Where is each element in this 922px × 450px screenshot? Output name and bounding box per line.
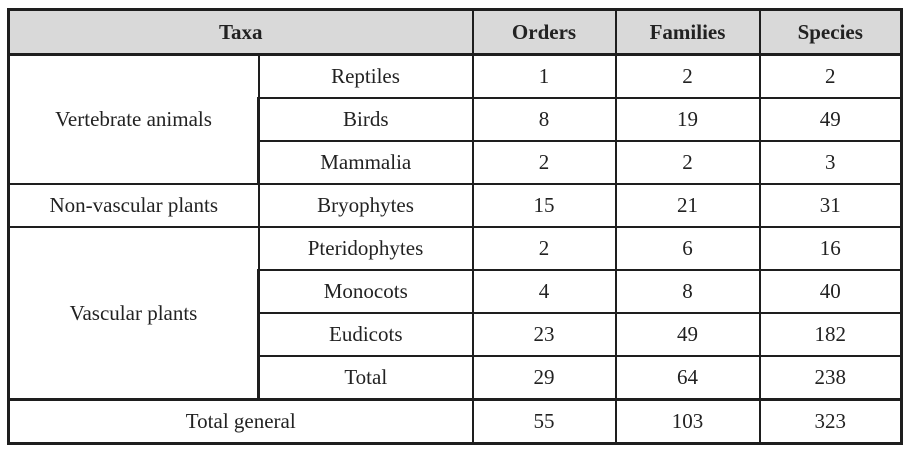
species-cell: 16 bbox=[758, 226, 903, 271]
species-cell: 2 bbox=[758, 53, 903, 99]
species-cell: 40 bbox=[758, 269, 903, 314]
header-orders: Orders bbox=[471, 8, 617, 56]
families-cell: 2 bbox=[614, 53, 761, 99]
group-label-vascular-plants: Vascular plants bbox=[7, 226, 260, 401]
table-row: Vascular plants Pteridophytes 2 6 16 bbox=[7, 226, 903, 401]
orders-cell: 2 bbox=[471, 140, 617, 185]
table-row: Birds 8 19 49 bbox=[9, 97, 903, 142]
group-label-vertebrate-animals: Vertebrate animals bbox=[7, 53, 260, 185]
table-row: Monocots 4 8 40 bbox=[9, 269, 903, 314]
subgroup-label: Monocots bbox=[257, 269, 474, 314]
families-cell: 8 bbox=[614, 269, 761, 314]
families-cell: 103 bbox=[614, 398, 761, 445]
subgroup-label: Bryophytes bbox=[257, 183, 474, 228]
species-cell: 49 bbox=[758, 97, 903, 142]
orders-cell: 8 bbox=[471, 97, 617, 142]
header-row: Taxa Orders Families Species bbox=[7, 8, 903, 56]
group-label-non-vascular-plants: Non-vascular plants bbox=[7, 183, 260, 228]
total-general-label: Total general bbox=[7, 398, 474, 445]
families-cell: 64 bbox=[614, 355, 761, 401]
orders-cell: 4 bbox=[471, 269, 617, 314]
table-row: Non-vascular plants Bryophytes 15 21 31 bbox=[7, 183, 903, 228]
species-cell: 182 bbox=[758, 312, 903, 357]
families-cell: 19 bbox=[614, 97, 761, 142]
total-general-row: Total general 55 103 323 bbox=[7, 398, 903, 445]
subgroup-label: Mammalia bbox=[257, 140, 474, 185]
species-cell: 323 bbox=[758, 398, 903, 445]
species-cell: 3 bbox=[758, 140, 903, 185]
header-taxa: Taxa bbox=[7, 8, 474, 56]
orders-cell: 1 bbox=[471, 53, 617, 99]
species-cell: 31 bbox=[758, 183, 903, 228]
orders-cell: 55 bbox=[471, 398, 617, 445]
families-cell: 49 bbox=[614, 312, 761, 357]
orders-cell: 23 bbox=[471, 312, 617, 357]
species-cell: 238 bbox=[758, 355, 903, 401]
subgroup-label: Reptiles bbox=[257, 53, 474, 99]
families-cell: 6 bbox=[614, 226, 761, 271]
header-species: Species bbox=[758, 8, 903, 56]
table-row: Vertebrate animals Reptiles 1 2 2 bbox=[7, 53, 903, 185]
orders-cell: 29 bbox=[471, 355, 617, 401]
orders-cell: 2 bbox=[471, 226, 617, 271]
table-row: Eudicots 23 49 182 bbox=[9, 312, 903, 357]
orders-cell: 15 bbox=[471, 183, 617, 228]
table-row: Total 29 64 238 bbox=[9, 355, 903, 401]
subgroup-label: Total bbox=[257, 355, 474, 401]
table-row: Mammalia 2 2 3 bbox=[9, 140, 903, 185]
subgroup-label: Pteridophytes bbox=[257, 226, 474, 271]
families-cell: 21 bbox=[614, 183, 761, 228]
subgroup-label: Eudicots bbox=[257, 312, 474, 357]
subgroup-label: Birds bbox=[257, 97, 474, 142]
families-cell: 2 bbox=[614, 140, 761, 185]
header-families: Families bbox=[614, 8, 761, 56]
taxa-table: Taxa Orders Families Species Vertebrate … bbox=[7, 8, 903, 445]
